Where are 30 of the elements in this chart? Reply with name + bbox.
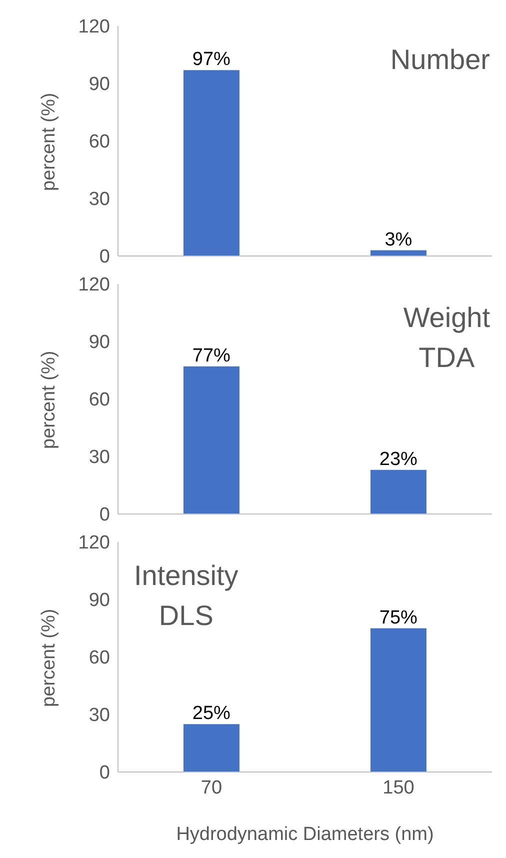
y-tick-label: 90 (88, 332, 110, 354)
y-axis-title: percent (%) (38, 92, 60, 191)
data-label: 97% (192, 49, 231, 70)
x-tick-label: 70 (200, 777, 222, 798)
y-tick-label: 90 (88, 590, 110, 612)
y-tick-label: 0 (99, 762, 110, 784)
x-tick-label: 150 (382, 777, 414, 798)
y-tick-label: 0 (99, 504, 110, 526)
y-tick-label: 120 (78, 274, 110, 296)
y-tick-label: 120 (78, 532, 110, 554)
y-tick-label: 0 (99, 246, 110, 268)
y-axis-title: percent (%) (38, 350, 60, 449)
data-label: 25% (192, 703, 231, 724)
annotation: Weight TDA (403, 301, 490, 375)
y-tick-label: 120 (78, 16, 110, 38)
data-label: 3% (384, 229, 412, 250)
y-tick-label: 90 (88, 74, 110, 96)
data-label: 23% (379, 448, 418, 470)
y-tick-label: 30 (88, 447, 110, 468)
y-tick-label: 60 (88, 648, 110, 669)
y-axis-title: percent (%) (38, 608, 60, 707)
data-label: 75% (379, 607, 418, 628)
annotation: Intensity DLS (134, 559, 238, 633)
x-axis-title: Hydrodynamic Diameters (nm) (176, 824, 434, 845)
y-tick-label: 60 (88, 132, 110, 153)
data-label: 77% (192, 345, 231, 366)
y-tick-label: 30 (88, 705, 110, 726)
y-tick-label: 60 (88, 390, 110, 411)
annotation: Number (390, 43, 490, 77)
y-tick-label: 30 (88, 189, 110, 210)
